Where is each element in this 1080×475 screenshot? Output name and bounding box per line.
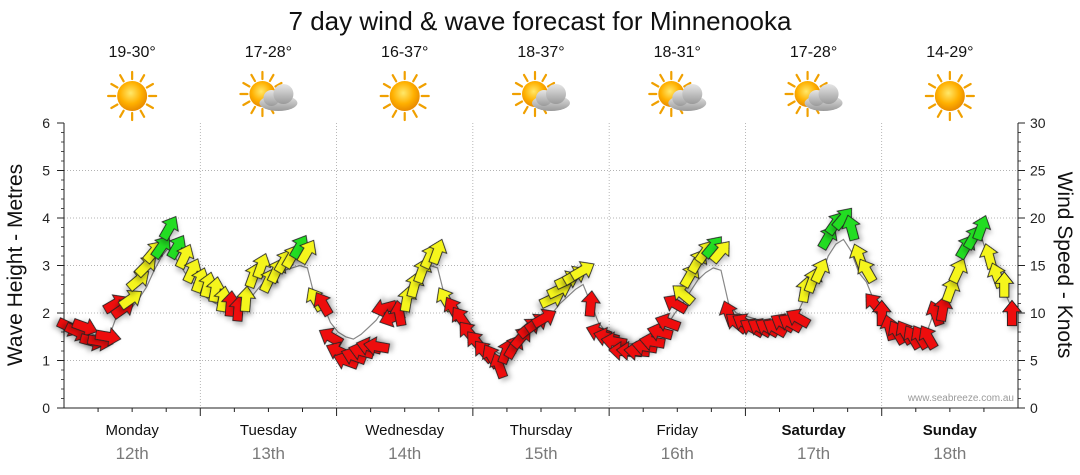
day-date-label: 15th bbox=[524, 444, 557, 463]
wind-arrow bbox=[941, 276, 961, 304]
wind-arrow bbox=[252, 252, 272, 280]
wind-arrow bbox=[318, 327, 345, 348]
wind-arrow bbox=[933, 295, 954, 323]
temperature-label: 17-28° bbox=[790, 44, 837, 61]
partly-cloudy-icon bbox=[648, 70, 707, 118]
sunny-icon bbox=[924, 70, 975, 122]
day-name-label: Friday bbox=[656, 422, 698, 439]
credit-text: www.seabreeze.com.au bbox=[907, 393, 1014, 404]
left-tick-label: 0 bbox=[42, 400, 50, 416]
wind-arrow bbox=[948, 258, 968, 285]
partly-cloudy-icon bbox=[239, 70, 298, 118]
day-name-label: Saturday bbox=[781, 422, 846, 439]
wind-arrow bbox=[313, 291, 334, 318]
temperature-label: 16-37° bbox=[381, 44, 428, 61]
left-tick-label: 3 bbox=[42, 258, 50, 274]
left-tick-label: 4 bbox=[42, 210, 50, 226]
temperature-label: 18-31° bbox=[654, 44, 701, 61]
right-tick-label: 25 bbox=[1030, 163, 1046, 179]
y-axis-left-title: Wave Height - Metres bbox=[4, 164, 27, 366]
temperature-label: 14-29° bbox=[926, 44, 973, 61]
cloud-shape bbox=[532, 84, 570, 111]
day-name-label: Sunday bbox=[923, 422, 978, 439]
sunny-icon bbox=[379, 70, 430, 122]
wind-arrow bbox=[918, 325, 939, 351]
sun-rays bbox=[107, 70, 158, 122]
wind-arrow bbox=[569, 261, 595, 282]
right-tick-label: 10 bbox=[1030, 305, 1046, 321]
wind-arrow bbox=[972, 214, 992, 242]
wind-arrow bbox=[428, 238, 448, 266]
left-tick-label: 6 bbox=[42, 115, 50, 131]
right-axis-ticks: 0 5 10 15 20 25 30 bbox=[1018, 115, 1046, 416]
day-labels: Monday 12th Tuesday 13th Wednesday 14th Thursd… bbox=[105, 422, 977, 463]
sun-rays bbox=[784, 70, 831, 118]
grid-lines bbox=[64, 123, 1018, 416]
right-tick-label: 20 bbox=[1030, 210, 1046, 226]
wind-arrow bbox=[857, 258, 878, 285]
right-tick-label: 5 bbox=[1030, 353, 1038, 369]
day-date-label: 14th bbox=[388, 444, 421, 463]
temperature-label: 17-28° bbox=[245, 44, 292, 61]
cloud-shape bbox=[668, 84, 707, 111]
sun-rays bbox=[924, 70, 975, 122]
wind-arrow bbox=[158, 215, 179, 242]
wind-arrow bbox=[654, 312, 682, 332]
y-axis-right-title: Wind Speed - Knots bbox=[1053, 172, 1076, 359]
sun-disc bbox=[934, 81, 965, 111]
sun-disc bbox=[117, 81, 148, 111]
left-tick-label: 5 bbox=[42, 163, 50, 179]
wind-arrow bbox=[841, 214, 861, 242]
right-tick-label: 15 bbox=[1030, 258, 1046, 274]
wind-arrow bbox=[125, 271, 150, 293]
cloud-shape bbox=[804, 84, 843, 111]
wind-arrow bbox=[786, 308, 812, 329]
right-tick-label: 30 bbox=[1030, 115, 1046, 131]
chart-title: 7 day wind & wave forecast for Minnenook… bbox=[289, 6, 792, 36]
partly-cloudy-icon bbox=[784, 70, 843, 118]
day-date-label: 17th bbox=[797, 444, 830, 463]
day-name-label: Thursday bbox=[510, 422, 573, 439]
wind-arrow bbox=[94, 326, 122, 347]
sun-disc bbox=[389, 81, 420, 111]
wind-arrow bbox=[708, 241, 730, 265]
day-name-label: Wednesday bbox=[365, 422, 444, 439]
temperature-label: 19-30° bbox=[108, 44, 155, 61]
wind-arrow bbox=[296, 239, 317, 266]
wind-arrow bbox=[236, 285, 257, 313]
wind-arrow bbox=[580, 290, 601, 318]
wind-arrow bbox=[363, 336, 391, 357]
day-name-label: Tuesday bbox=[240, 422, 297, 439]
left-tick-label: 1 bbox=[42, 353, 50, 369]
day-name-label: Monday bbox=[105, 422, 159, 439]
wind-arrow bbox=[530, 308, 557, 329]
wind-arrow bbox=[810, 258, 830, 285]
temperature-label: 18-37° bbox=[517, 44, 564, 61]
wind-speed-series bbox=[55, 207, 1023, 380]
wind-arrow bbox=[994, 271, 1015, 298]
day-date-label: 12th bbox=[116, 444, 149, 463]
day-date-label: 13th bbox=[252, 444, 285, 463]
left-axis-ticks: 0 1 2 3 4 5 6 bbox=[42, 115, 64, 416]
right-tick-label: 0 bbox=[1030, 400, 1038, 416]
wind-arrow bbox=[117, 290, 143, 311]
wind-arrow bbox=[1001, 299, 1023, 327]
day-date-label: 18th bbox=[933, 444, 966, 463]
weather-row: 19-30° 17-28° 16-37° 18-37° 18-31° 17-28° 14-2… bbox=[107, 44, 975, 122]
day-date-label: 16th bbox=[661, 444, 694, 463]
wind-arrow bbox=[174, 243, 195, 271]
sun-rays bbox=[379, 70, 430, 122]
left-tick-label: 2 bbox=[42, 305, 50, 321]
partly-cloudy-icon bbox=[511, 70, 570, 118]
cloud-shape bbox=[259, 84, 298, 111]
sunny-icon bbox=[107, 70, 158, 122]
